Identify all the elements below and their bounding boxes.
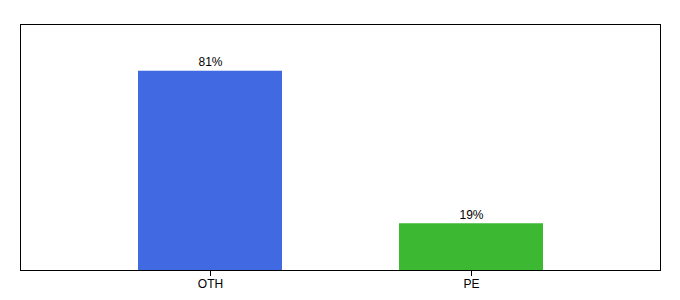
svg-text:19%: 19% <box>459 208 483 222</box>
svg-text:PE: PE <box>463 277 479 291</box>
svg-text:81%: 81% <box>198 55 222 69</box>
svg-text:OTH: OTH <box>198 277 223 291</box>
